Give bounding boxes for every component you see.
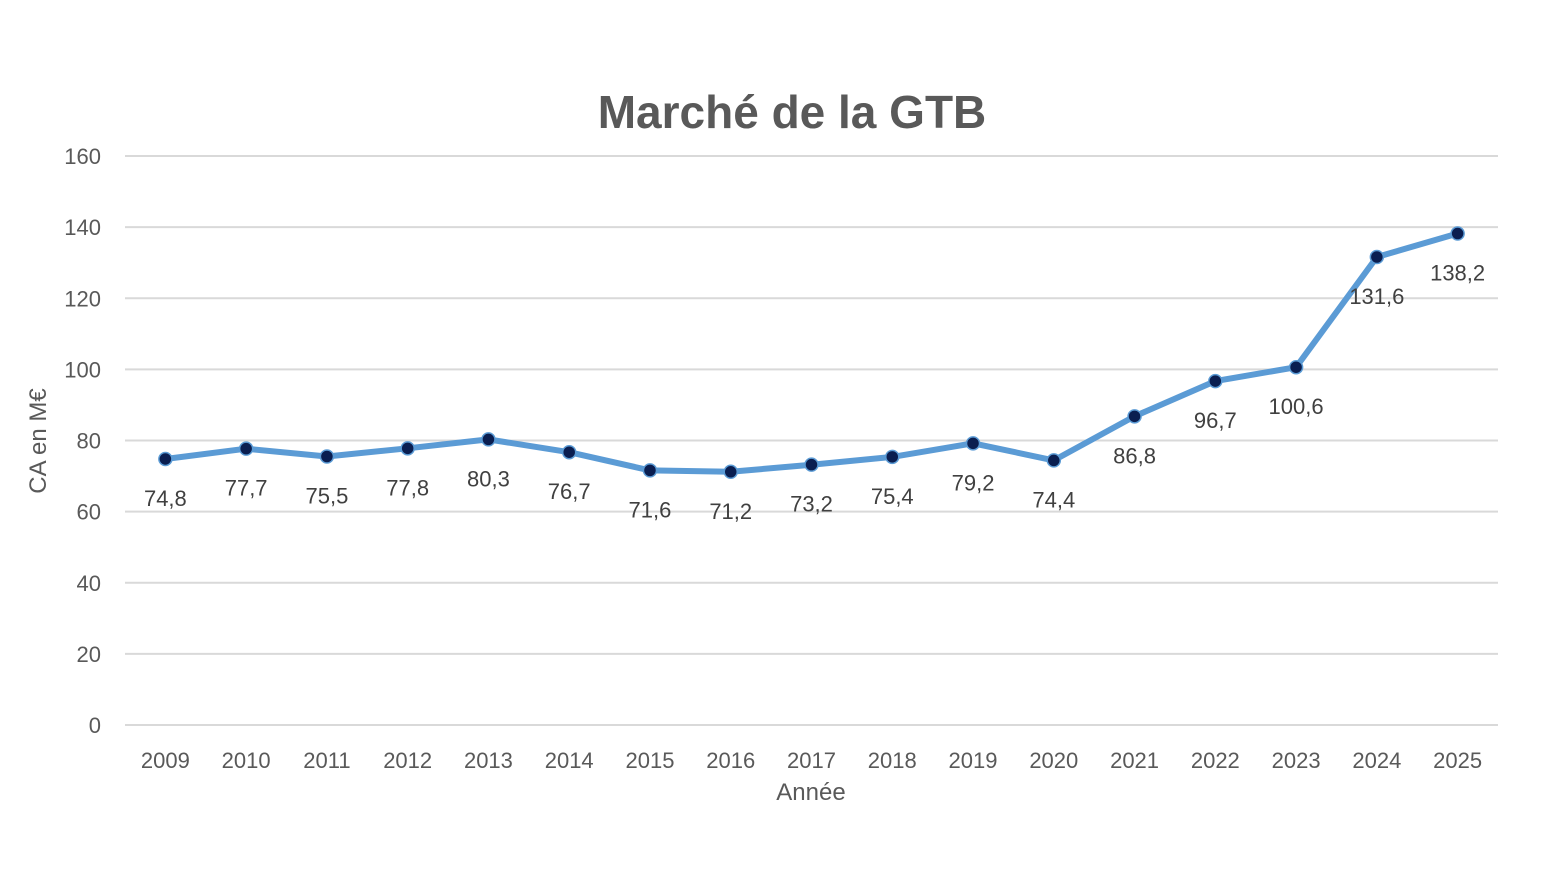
y-tick-label: 120 xyxy=(64,286,101,311)
data-point xyxy=(642,463,658,478)
x-tick-label: 2017 xyxy=(787,748,836,773)
data-label: 138,2 xyxy=(1430,261,1485,286)
y-tick-label: 0 xyxy=(89,713,101,738)
data-label: 77,8 xyxy=(386,475,429,500)
data-point xyxy=(1127,409,1142,424)
x-tick-label: 2015 xyxy=(625,748,674,773)
data-label: 74,4 xyxy=(1032,487,1075,512)
data-label: 73,2 xyxy=(790,492,833,517)
series-line-group xyxy=(162,230,1461,475)
data-label: 71,6 xyxy=(629,497,672,522)
x-tick-label: 2009 xyxy=(141,748,190,773)
data-label: 96,7 xyxy=(1194,408,1237,433)
data-label: 74,8 xyxy=(144,486,187,511)
y-axis-ticks: 0 20 40 60 80 100 120 140 160 xyxy=(64,144,101,738)
y-axis-title: CA en M€ xyxy=(25,388,52,494)
y-tick-label: 60 xyxy=(77,500,101,525)
data-point xyxy=(1369,249,1385,265)
x-tick-label: 2025 xyxy=(1433,748,1482,773)
data-label: 71,2 xyxy=(709,499,752,524)
x-tick-label: 2019 xyxy=(949,748,998,773)
chart-title: Marché de la GTB xyxy=(598,86,987,138)
data-label: 100,6 xyxy=(1269,394,1324,419)
y-tick-label: 100 xyxy=(64,357,101,382)
data-label: 80,3 xyxy=(467,466,510,491)
data-label: 79,2 xyxy=(952,470,995,495)
y-tick-label: 80 xyxy=(77,429,101,454)
y-tick-label: 160 xyxy=(64,144,101,169)
x-tick-label: 2020 xyxy=(1029,748,1078,773)
x-axis-ticks: 2009 2010 2011 2012 2013 2014 2015 2016 2017 2018… xyxy=(141,748,1482,773)
x-tick-label: 2010 xyxy=(222,748,271,773)
data-point xyxy=(1046,453,1062,468)
data-point xyxy=(561,444,577,460)
x-tick-label: 2024 xyxy=(1352,748,1401,773)
x-tick-label: 2013 xyxy=(464,748,513,773)
x-axis-title: Année xyxy=(776,779,845,806)
data-point xyxy=(158,451,173,467)
data-point xyxy=(238,441,254,456)
data-point xyxy=(1450,226,1465,241)
y-tick-label: 40 xyxy=(77,571,101,596)
data-label: 86,8 xyxy=(1113,443,1156,468)
x-tick-label: 2022 xyxy=(1191,748,1240,773)
x-tick-label: 2021 xyxy=(1110,748,1159,773)
y-tick-label: 20 xyxy=(77,642,101,667)
x-tick-label: 2011 xyxy=(303,748,350,773)
x-tick-label: 2018 xyxy=(868,748,917,773)
data-point xyxy=(319,449,335,464)
data-point xyxy=(1288,359,1304,375)
data-label: 77,7 xyxy=(225,476,268,501)
x-tick-label: 2014 xyxy=(545,748,594,773)
data-label: 75,4 xyxy=(871,484,914,509)
data-point xyxy=(723,464,738,480)
series-line xyxy=(162,230,1461,475)
y-tick-label: 140 xyxy=(64,215,101,240)
data-point xyxy=(400,441,415,456)
data-point xyxy=(965,436,981,451)
gridlines xyxy=(125,155,1498,726)
data-point xyxy=(1208,373,1223,389)
data-point xyxy=(885,449,900,465)
data-labels: 74,8 77,7 75,5 77,8 80,3 76,7 71,6 71,2 73,2 75,4… xyxy=(144,261,1485,524)
x-tick-label: 2016 xyxy=(706,748,755,773)
data-point xyxy=(804,457,819,472)
data-label: 75,5 xyxy=(305,484,348,509)
data-label: 76,7 xyxy=(548,479,591,504)
data-points xyxy=(158,226,1465,480)
data-point xyxy=(481,432,496,447)
x-tick-label: 2012 xyxy=(383,748,432,773)
data-label: 131,6 xyxy=(1349,284,1404,309)
x-tick-label: 2023 xyxy=(1272,748,1321,773)
